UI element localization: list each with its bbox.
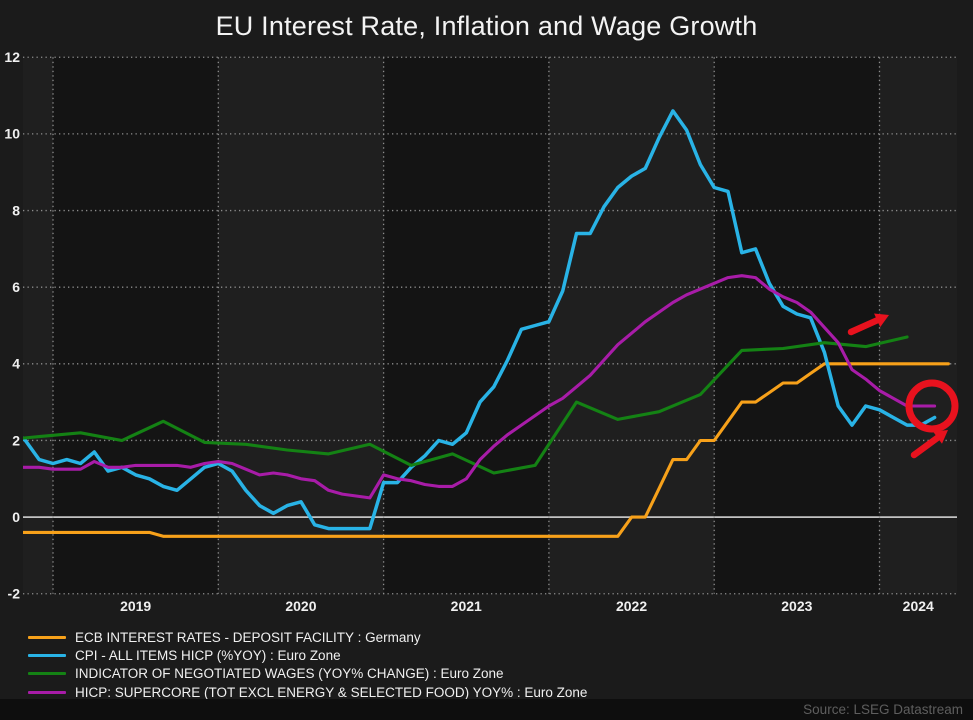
chart-title: EU Interest Rate, Inflation and Wage Gro… — [215, 11, 758, 41]
year-band — [218, 57, 384, 594]
legend-line-swatch — [28, 635, 66, 639]
x-tick-label: 2023 — [781, 598, 812, 614]
legend-line-swatch — [28, 690, 66, 694]
plot-background — [23, 57, 957, 594]
legend-label: HICP: SUPERCORE (TOT EXCL ENERGY & SELEC… — [75, 684, 588, 700]
annotation-red-arrow-shaft — [910, 434, 941, 459]
footer-strip: Source: LSEG Datastream — [0, 699, 973, 720]
legend-item-ecb-rate: ECB INTEREST RATES - DEPOSIT FACILITY : … — [28, 628, 587, 646]
legend-label: INDICATOR OF NEGOTIATED WAGES (YOY% CHAN… — [75, 666, 504, 682]
x-tick-label: 2024 — [903, 598, 934, 614]
y-tick-label: 12 — [4, 49, 20, 65]
legend-line-swatch — [28, 672, 66, 676]
legend: ECB INTEREST RATES - DEPOSIT FACILITY : … — [28, 628, 587, 702]
legend-item-cpi: CPI - ALL ITEMS HICP (%YOY) : Euro Zone — [28, 646, 587, 664]
legend-label: ECB INTEREST RATES - DEPOSIT FACILITY : … — [75, 629, 421, 645]
y-tick-label: 6 — [12, 279, 20, 295]
x-tick-label: 2021 — [451, 598, 482, 614]
series-line-1 — [23, 109, 937, 531]
y-tick-label: -2 — [8, 586, 21, 602]
series-line-2 — [23, 335, 909, 475]
annotation-red-arrow-shaft — [847, 317, 881, 336]
y-tick-label: 4 — [12, 356, 20, 372]
annotation-red-circle — [905, 379, 959, 433]
annotation-red-arrow-head — [933, 430, 948, 444]
series-line-3 — [23, 274, 937, 500]
legend-line-swatch — [28, 654, 66, 658]
y-tick-label: 2 — [12, 432, 20, 448]
y-tick-label: 10 — [4, 126, 20, 142]
annotation-red-arrow-head — [874, 313, 889, 328]
year-band — [548, 57, 715, 594]
legend-item-negotiated-wages: INDICATOR OF NEGOTIATED WAGES (YOY% CHAN… — [28, 665, 587, 683]
year-band — [879, 57, 957, 594]
x-tick-label: 2022 — [616, 598, 647, 614]
y-tick-label: 8 — [12, 202, 20, 218]
source-credit: Source: LSEG Datastream — [803, 702, 963, 717]
legend-item-supercore: HICP: SUPERCORE (TOT EXCL ENERGY & SELEC… — [28, 683, 587, 701]
legend-label: CPI - ALL ITEMS HICP (%YOY) : Euro Zone — [75, 648, 341, 664]
x-tick-label: 2020 — [285, 598, 316, 614]
series-line-0 — [23, 362, 950, 538]
x-tick-label: 2019 — [120, 598, 151, 614]
year-band — [23, 57, 53, 594]
y-tick-label: 0 — [12, 509, 20, 525]
